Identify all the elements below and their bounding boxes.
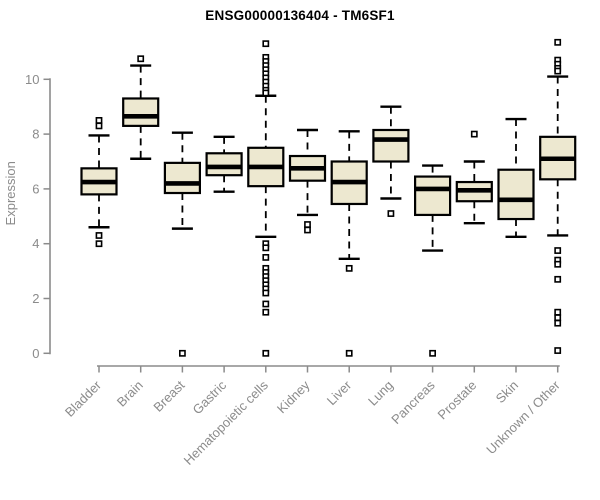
- iqr-box: [372, 128, 410, 163]
- iqr-box: [497, 168, 535, 221]
- outlier-point: [262, 244, 270, 252]
- iqr-box: [163, 161, 201, 195]
- y-axis-tick-label: 2: [32, 291, 39, 306]
- x-axis-label-pancreas: Pancreas: [388, 377, 438, 427]
- outlier-point: [554, 67, 562, 75]
- x-axis-label-lung: Lung: [365, 378, 396, 409]
- boxplot-lung: [372, 105, 410, 217]
- boxplot-kidney: [288, 128, 327, 234]
- boxplot-breast: [163, 131, 201, 357]
- outlier-point: [262, 349, 270, 357]
- outlier-point: [304, 221, 311, 228]
- outlier-point: [262, 254, 270, 261]
- y-axis: 0 2 4 6 8 10 Expression: [3, 72, 51, 361]
- outlier-point: [387, 210, 395, 217]
- outlier-point: [262, 89, 270, 97]
- x-axis-label-unknown-other: Unknown / Other: [483, 377, 563, 457]
- outlier-point: [429, 349, 436, 357]
- outlier-point: [554, 347, 562, 354]
- outlier-point: [137, 55, 145, 63]
- boxplot-gastric: [205, 135, 243, 193]
- outlier-point: [179, 349, 186, 357]
- boxplot-pancreas: [414, 164, 452, 357]
- boxplot-hematopoietic-cells: [247, 40, 285, 357]
- y-axis-tick-label: 8: [32, 127, 39, 142]
- x-axis-label-liver: Liver: [324, 377, 355, 408]
- outlier-point: [554, 314, 562, 322]
- outlier-point: [304, 226, 311, 234]
- x-axis-label-bladder: Bladder: [62, 377, 105, 420]
- y-axis-title: Expression: [3, 161, 18, 225]
- iqr-box: [414, 175, 452, 217]
- y-axis-tick-label: 10: [25, 72, 39, 87]
- x-axis-label-skin: Skin: [493, 378, 521, 406]
- boxplot-liver: [330, 130, 368, 357]
- x-axis-label-breast: Breast: [150, 377, 187, 414]
- iqr-box: [122, 97, 160, 127]
- outlier-point: [345, 349, 353, 357]
- x-axis-label-prostate: Prostate: [435, 378, 480, 423]
- outlier-point: [554, 319, 562, 327]
- outlier-point: [554, 38, 562, 46]
- boxplot-unknown-other: [539, 38, 577, 354]
- outlier-point: [95, 117, 103, 124]
- outlier-point: [554, 275, 562, 283]
- outlier-point: [262, 40, 270, 48]
- x-axis-label-brain: Brain: [114, 378, 146, 410]
- outlier-point: [95, 232, 103, 239]
- x-axis-label-gastric: Gastric: [190, 377, 230, 417]
- y-axis-tick-label: 4: [32, 236, 39, 251]
- x-axis-label-kidney: Kidney: [274, 377, 313, 416]
- boxplot-bladder: [80, 117, 118, 248]
- outlier-point: [262, 289, 270, 297]
- outlier-point: [554, 308, 562, 316]
- y-axis-tick-label: 0: [32, 346, 39, 361]
- outlier-point: [470, 130, 478, 138]
- outlier-point: [95, 122, 103, 130]
- outlier-point: [262, 308, 270, 316]
- y-axis-tick-label: 6: [32, 181, 39, 196]
- outlier-point: [95, 240, 103, 248]
- outlier-point: [345, 264, 353, 272]
- outlier-point: [262, 300, 270, 308]
- chart-title: ENSG00000136404 - TM6SF1: [205, 8, 395, 23]
- boxplot-skin: [497, 117, 535, 239]
- iqr-box: [205, 152, 243, 177]
- outlier-point: [554, 260, 562, 268]
- boxplot-prostate: [455, 130, 493, 225]
- outlier-point: [554, 247, 562, 254]
- boxplot-brain: [122, 55, 160, 160]
